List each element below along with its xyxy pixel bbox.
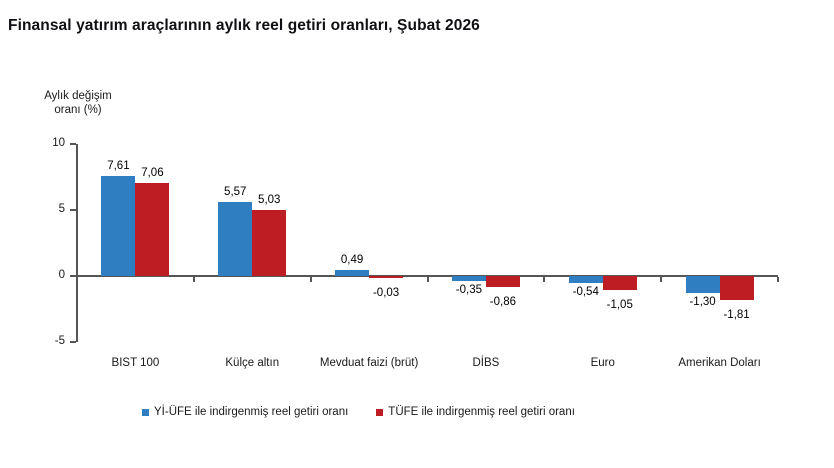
bar-value-label: -1,81 [723, 308, 750, 321]
y-tick [70, 143, 76, 145]
bar [135, 182, 170, 276]
bar-value-label: 5,57 [224, 186, 247, 199]
x-tick [660, 277, 663, 282]
bar-value-label: 5,03 [258, 193, 281, 206]
bar-value-label: 0,49 [340, 253, 364, 266]
bar-value-label: -0,35 [455, 283, 483, 296]
bar [252, 209, 287, 276]
legend-label: TÜFE ile indirgenmiş reel getiri oranı [388, 406, 575, 418]
bar [451, 276, 486, 281]
y-tick [70, 209, 76, 211]
bar-value-label: -1,05 [606, 298, 633, 311]
legend-swatch-icon [142, 408, 149, 416]
y-tick-label: -5 [54, 335, 65, 347]
x-tick [426, 277, 429, 282]
x-tick [543, 277, 546, 282]
y-tick [70, 341, 76, 343]
bar [335, 269, 370, 276]
bar-value-label: -1,30 [689, 296, 716, 309]
bar [101, 175, 136, 276]
y-axis-title-line1: Aylık değişim [44, 90, 112, 102]
y-tick-label: 5 [58, 203, 65, 215]
bar-value-label: -0,03 [372, 286, 400, 299]
legend-item: Yİ-ÜFE ile indirgenmiş reel getiri oranı [142, 406, 348, 418]
x-tick [309, 277, 312, 282]
category-label: Külçe altın [225, 357, 280, 369]
bar-value-label: -0,54 [572, 286, 599, 299]
bar [685, 276, 720, 294]
legend-swatch-icon [376, 408, 384, 416]
category-label: DİBS [472, 357, 500, 369]
y-axis-line [76, 144, 78, 342]
bar [602, 276, 637, 290]
bar [568, 276, 603, 284]
bar [485, 276, 520, 288]
bar-value-label: 7,61 [107, 159, 130, 172]
y-axis-title: Aylık değişim oranı (%) [18, 89, 138, 117]
x-axis-line [77, 275, 778, 277]
bar-value-label: -0,86 [489, 296, 517, 309]
legend: Yİ-ÜFE ile indirgenmiş reel getiri oranı… [142, 406, 575, 418]
y-tick-label: 10 [52, 137, 65, 149]
bar [719, 276, 754, 300]
legend-label: Yİ-ÜFE ile indirgenmiş reel getiri oranı [154, 406, 349, 418]
y-tick-label: 0 [58, 269, 65, 281]
bar [218, 202, 253, 276]
x-tick [192, 277, 195, 282]
category-label: Euro [590, 357, 615, 369]
bar [369, 276, 404, 278]
chart-title: Finansal yatırım araçlarının aylık reel … [8, 17, 480, 34]
y-axis-title-line2: oranı (%) [54, 104, 102, 116]
bar-value-label: 7,06 [141, 166, 164, 179]
legend-item: TÜFE ile indirgenmiş reel getiri oranı [376, 406, 575, 418]
category-label: Mevduat faizi (brüt) [319, 357, 419, 369]
category-label: BIST 100 [111, 357, 160, 369]
category-label: Amerikan Doları [678, 357, 761, 369]
y-tick [70, 275, 76, 277]
x-tick [777, 277, 779, 282]
